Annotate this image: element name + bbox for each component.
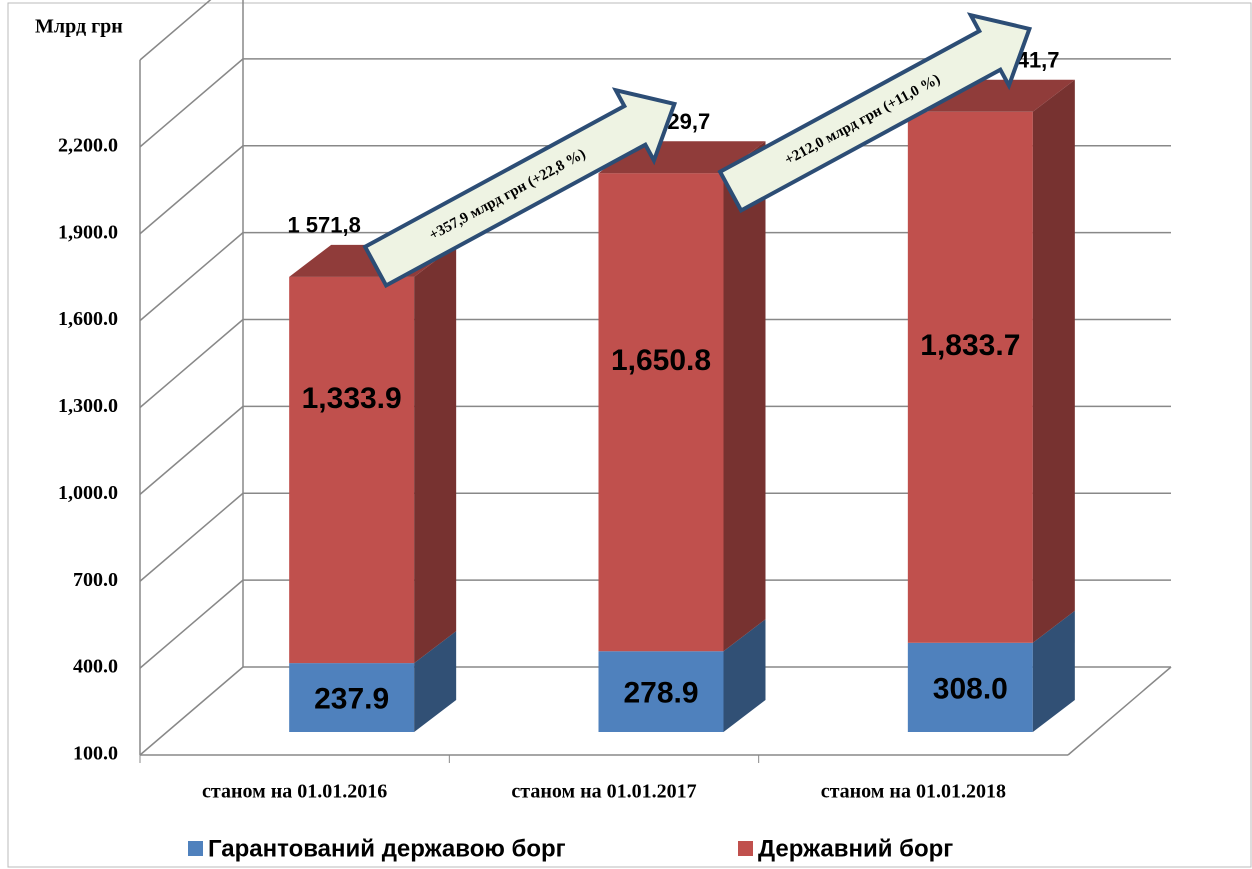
y-tick-label: 1,900.0 bbox=[58, 221, 118, 243]
bar-front bbox=[598, 173, 724, 652]
bar-front bbox=[907, 111, 1033, 643]
x-tick-label: станом на 01.01.2018 bbox=[821, 781, 1006, 803]
bar-side bbox=[1032, 79, 1075, 643]
value-label: 308.0 bbox=[933, 672, 1008, 705]
grid-line bbox=[139, 0, 212, 61]
bar-side bbox=[723, 619, 766, 732]
value-label: 1,333.9 bbox=[302, 382, 402, 415]
grid-line bbox=[139, 492, 244, 582]
annotation: +357,9 млрд грн (+22,8 %) bbox=[427, 146, 589, 244]
grid-line bbox=[139, 232, 244, 322]
bar-front bbox=[907, 642, 1033, 732]
bar-side bbox=[414, 244, 457, 664]
chart-border bbox=[7, 2, 1252, 868]
y-tick-label: 1,300.0 bbox=[58, 395, 118, 417]
arrow-shape bbox=[362, 87, 678, 289]
bar-front bbox=[598, 651, 724, 732]
y-tick-label: 100.0 bbox=[73, 743, 118, 765]
grid-line bbox=[139, 579, 244, 669]
bar-front bbox=[289, 276, 415, 664]
bar-side bbox=[414, 631, 457, 732]
value-label: 1,650.8 bbox=[611, 344, 711, 377]
bar-side bbox=[723, 141, 766, 652]
axis bbox=[1067, 666, 1172, 756]
grid-line bbox=[139, 318, 244, 409]
y-tick-label: 1,600.0 bbox=[58, 308, 118, 330]
grid-line bbox=[139, 58, 244, 148]
x-tick-label: станом на 01.01.2017 bbox=[511, 781, 696, 803]
grid-line bbox=[139, 405, 244, 495]
bar-side bbox=[1032, 610, 1075, 732]
legend-label: Державний борг bbox=[758, 835, 953, 862]
y-tick-label: 700.0 bbox=[73, 569, 118, 591]
value-label: 1,833.7 bbox=[920, 329, 1020, 362]
bar-front bbox=[289, 663, 415, 732]
total-label: 1 571,8 bbox=[287, 213, 360, 238]
value-label: 278.9 bbox=[623, 677, 698, 710]
legend-swatch bbox=[188, 841, 203, 856]
y-axis-label: Млрд грн bbox=[35, 16, 123, 38]
y-tick-label: 400.0 bbox=[73, 656, 118, 678]
grid-line bbox=[139, 666, 244, 756]
y-tick-label: 1,000.0 bbox=[58, 482, 118, 504]
legend-swatch bbox=[738, 841, 753, 856]
y-tick-label: 2,200.0 bbox=[58, 134, 118, 156]
legend-label: Гарантований державою борг bbox=[208, 835, 566, 862]
grid-line bbox=[139, 145, 244, 235]
x-tick-label: станом на 01.01.2016 bbox=[202, 781, 387, 803]
value-label: 237.9 bbox=[314, 682, 389, 715]
arrow-shape bbox=[717, 12, 1033, 214]
